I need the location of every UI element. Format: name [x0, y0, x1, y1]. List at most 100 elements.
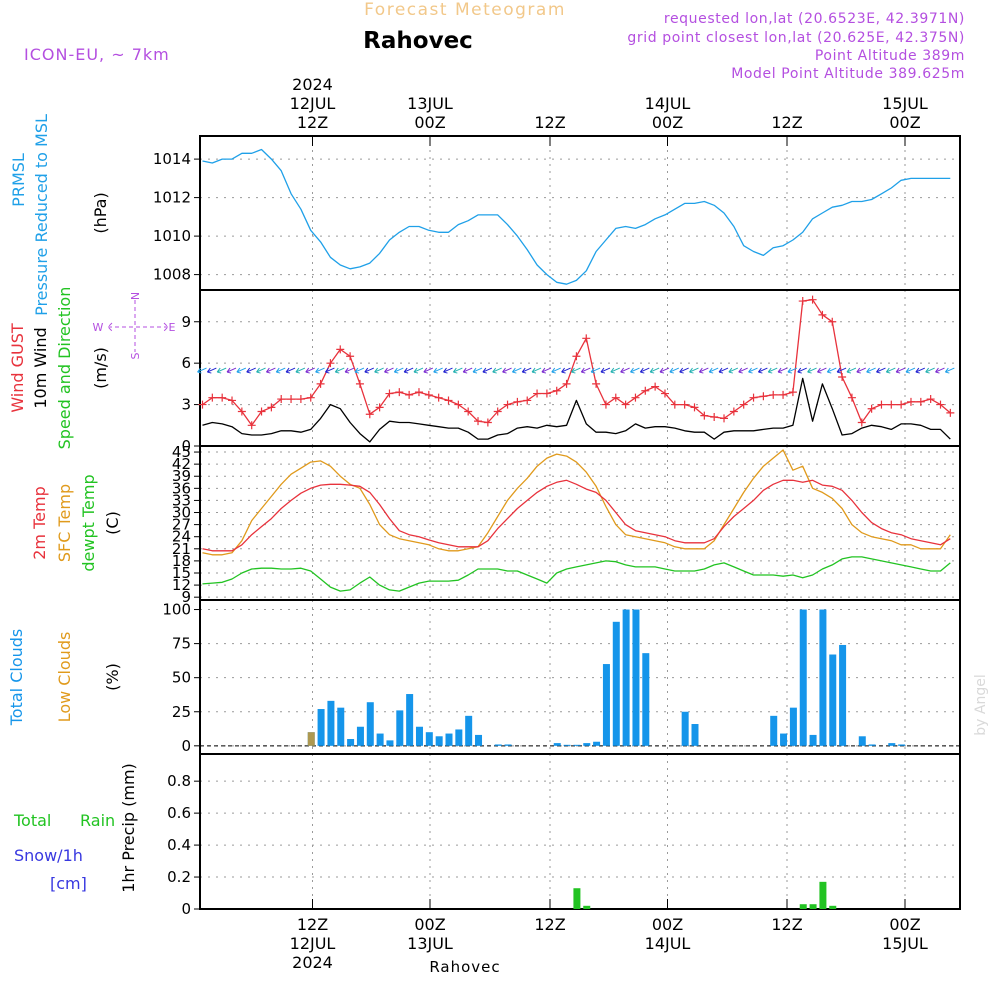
wind-direction-arrow [265, 367, 276, 374]
gridpoint-coords: grid point closest lon,lat (20.625E, 42.… [627, 30, 965, 46]
y-tick-label: 0 [181, 437, 191, 455]
wind-direction-arrow [256, 367, 266, 374]
wind-direction-arrow [334, 367, 345, 374]
wind-direction-arrow [462, 367, 473, 374]
cloud-bar [789, 707, 797, 746]
y-tick-label: 0.8 [167, 772, 191, 790]
gust-marker [503, 400, 512, 409]
y-tick-label: 15 [172, 564, 191, 582]
cloud-bar [593, 741, 601, 746]
cloud-bar [356, 726, 364, 746]
precip-bar [799, 904, 807, 909]
time-label-bottom: 00Z [652, 915, 683, 934]
gust-marker [523, 396, 532, 405]
gust-marker [946, 408, 955, 417]
precip-bar [829, 905, 837, 909]
wind-rose-icon [107, 300, 169, 352]
time-label-top: 00Z [652, 113, 683, 132]
gust-marker [493, 407, 502, 416]
gust-marker [739, 400, 748, 409]
panel-label: Pressure Reduced to MSL [32, 114, 51, 316]
wind-direction-arrow [679, 367, 689, 374]
gust-marker [316, 379, 325, 388]
cloud-bar [475, 734, 483, 746]
panel-label: dewpt Temp [79, 474, 98, 571]
y-tick-label: 45 [172, 443, 191, 461]
gust-marker [444, 396, 453, 405]
pressure-line [202, 148, 951, 285]
wind-direction-arrow [482, 367, 493, 374]
wind-direction-arrow [836, 367, 847, 374]
gust-marker [641, 386, 650, 395]
precip-bar [809, 904, 817, 909]
wind-direction-arrow [620, 367, 630, 374]
wind-direction-arrow [669, 367, 680, 374]
gust-marker [542, 389, 551, 398]
wind-direction-arrow [275, 367, 286, 374]
wind-direction-arrow [777, 367, 788, 374]
panel-label: 2m Temp [30, 486, 49, 560]
wind-direction-arrow [826, 367, 837, 374]
y-tick-label: 36 [172, 479, 191, 497]
gust-marker [513, 397, 522, 406]
gust-marker [257, 407, 266, 416]
gust-marker [336, 345, 345, 354]
panel-frame [199, 753, 961, 910]
panel-label: SFC Temp [55, 484, 74, 562]
panel-label: Speed and Direction [55, 287, 74, 450]
time-label-bottom: 00Z [889, 915, 920, 934]
cloud-bar [455, 729, 463, 746]
panel-label: (m/s) [91, 347, 110, 389]
wind-direction-arrow [659, 367, 670, 374]
wind-direction-arrow [728, 367, 739, 374]
gust-marker [405, 390, 414, 399]
wind-direction-arrow [689, 367, 699, 374]
gust-marker [277, 395, 286, 404]
panel-label: Low Clouds [55, 632, 74, 723]
y-tick-label: 100 [162, 601, 191, 619]
panel-label: (C) [103, 511, 122, 535]
rose-s: S [129, 352, 142, 359]
cloud-bar [888, 743, 896, 746]
cloud-bar [770, 715, 778, 746]
cloud-bar [780, 733, 788, 746]
y-tick-label: 24 [172, 528, 191, 546]
gust-marker [267, 403, 276, 412]
time-label-top: 15JUL [882, 94, 928, 113]
panel-label: Total [13, 811, 51, 830]
gust-marker [779, 390, 788, 399]
wind-direction-arrow [767, 367, 778, 374]
model-altitude: Model Point Altitude 389.625m [731, 66, 965, 82]
cloud-bar [494, 744, 502, 746]
y-tick-label: 27 [172, 516, 191, 534]
wind-direction-arrow [885, 367, 896, 374]
wind-direction-arrow [895, 367, 906, 374]
wind-direction-arrow [866, 367, 876, 374]
wind-direction-arrow [315, 367, 325, 374]
requested-coords: requested lon,lat (20.6523E, 42.3971N) [664, 11, 965, 27]
wind-direction-arrow [944, 367, 955, 374]
time-label-bottom: 2024 [292, 953, 333, 972]
gust-marker [208, 393, 217, 402]
wind-direction-arrow [226, 367, 237, 374]
wind-direction-arrow [364, 367, 374, 374]
wind-direction-arrow [561, 367, 571, 374]
gust-marker [287, 395, 296, 404]
gust-marker [592, 379, 601, 388]
time-label-bottom: 00Z [414, 915, 445, 934]
wind-direction-arrow [610, 367, 620, 374]
time-label-top: 00Z [414, 113, 445, 132]
gust-marker [926, 395, 935, 404]
y-tick-label: 6 [181, 354, 191, 372]
cloud-bar [504, 744, 512, 746]
gust-marker [936, 400, 945, 409]
panel-label: 1hr Precip (mm) [119, 763, 138, 893]
y-tick-label: 0.2 [167, 868, 191, 886]
gust-marker [424, 390, 433, 399]
time-label-bottom: 15JUL [882, 934, 928, 953]
gust-marker [651, 382, 660, 391]
gust-marker [552, 386, 561, 395]
y-tick-label: 0.4 [167, 836, 191, 854]
gust-marker [296, 395, 305, 404]
wind-direction-arrow [649, 367, 660, 374]
